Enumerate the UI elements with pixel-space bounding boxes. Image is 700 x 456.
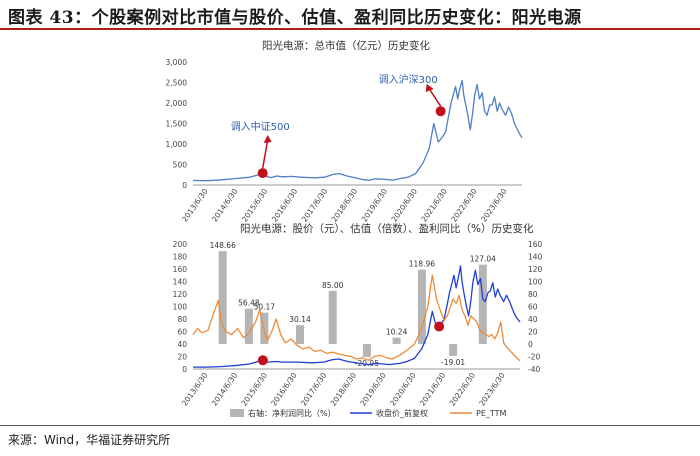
- chart2-bar-label: 30.14: [289, 315, 311, 324]
- chart1-x-tick: 2019/6/30: [360, 187, 390, 224]
- chart2-right-y-tick: 0: [528, 340, 533, 349]
- chart2-growth-bar: [362, 344, 371, 358]
- chart2-x-tick: 2016/6/30: [269, 371, 299, 408]
- chart1-y-tick: 500: [173, 161, 188, 170]
- figure-title: 图表 43：个股案例对比市值与股价、估值、盈利同比历史变化：阳光电源: [8, 8, 582, 28]
- chart2-growth-bar: [218, 251, 227, 344]
- source-note: 来源：Wind，华福证券研究所: [8, 433, 171, 447]
- chart1-annotation-label: 调入中证500: [231, 120, 290, 133]
- legend-label-pe: PE_TTM: [476, 409, 507, 418]
- chart2-right-y-tick: 20: [528, 328, 538, 337]
- chart2-legend: 右轴：净利润同比（%） 收盘价_前复权 PE_TTM: [230, 408, 507, 418]
- chart2-pe-line: [192, 274, 521, 362]
- chart1-arrow-head: [263, 135, 272, 143]
- legend-label-price: 收盘价_前复权: [376, 408, 428, 418]
- chart1-y-tick: 2,500: [166, 79, 188, 88]
- chart1-y-tick: 1,500: [166, 120, 188, 129]
- chart1-title: 阳光电源：总市值（亿元）历史变化: [262, 39, 430, 52]
- chart1-annotation-arrow: [261, 139, 269, 169]
- chart1-x-tick: 2020/6/30: [390, 187, 420, 224]
- chart2-left-y-tick: 40: [177, 340, 187, 349]
- chart2-left-y-tick: 160: [173, 265, 188, 274]
- chart2-x-tick: 2021/6/30: [418, 371, 448, 408]
- chart1-x-tick: 2013/6/30: [180, 187, 210, 224]
- chart2-x-tick: 2023/6/30: [477, 371, 507, 408]
- chart2-left-y-tick: 120: [173, 290, 188, 299]
- market-cap-chart: 阳光电源：总市值（亿元）历史变化 3,000 2,500 2,000 1,500 1,0…: [166, 39, 523, 224]
- chart2-bar-label: 56.48: [238, 299, 260, 308]
- title-rule: [0, 28, 700, 30]
- chart2-right-y-tick: 40: [528, 315, 538, 324]
- legend-label-growth: 右轴：净利润同比（%）: [248, 408, 336, 418]
- chart2-right-y-tick: 80: [528, 290, 538, 299]
- chart2-x-tick: 2020/6/30: [388, 371, 418, 408]
- chart1-event-marker: [257, 168, 268, 179]
- chart2-growth-bar: [478, 264, 487, 344]
- chart2-x-tick: 2018/6/30: [329, 371, 359, 408]
- chart2-event-marker: [257, 355, 268, 366]
- chart2-right-y-tick: -20: [528, 353, 540, 362]
- chart2-bar-label: 127.04: [470, 255, 496, 264]
- chart2-x-tick: 2022/6/30: [448, 371, 478, 408]
- chart2-title: 阳光电源：股价（元）、估值（倍数）、盈利同比（%）历史变化: [240, 222, 534, 235]
- source-rule: [0, 425, 700, 426]
- chart1-x-tick: 2022/6/30: [449, 187, 479, 224]
- chart2-left-y-tick: 180: [173, 253, 188, 262]
- chart1-x-tick: 2023/6/30: [479, 187, 509, 224]
- chart2-left-y-tick: 80: [177, 315, 187, 324]
- chart2-left-y-tick: 60: [177, 328, 187, 337]
- chart2-right-y-tick: 120: [528, 265, 543, 274]
- chart2-bar-label: 10.24: [386, 328, 408, 337]
- chart1-market-cap-line: [192, 79, 523, 182]
- legend-swatch-growth: [230, 409, 244, 417]
- chart2-bar-label: -20.95: [355, 359, 379, 368]
- chart2-bar-label: 50.17: [254, 303, 276, 312]
- chart1-annotation-arrow: [428, 87, 442, 107]
- chart2-event-marker: [434, 321, 445, 332]
- chart1-x-tick: 2017/6/30: [300, 187, 330, 224]
- chart2-growth-bar: [392, 337, 401, 344]
- chart2-left-y-tick: 200: [173, 240, 188, 249]
- chart2-right-y-tick: 140: [528, 253, 543, 262]
- chart2-left-y-tick: 20: [177, 353, 187, 362]
- chart-canvas: 阳光电源：总市值（亿元）历史变化 3,000 2,500 2,000 1,500 1,0…: [166, 39, 543, 418]
- chart2-left-y-tick: 100: [173, 303, 188, 312]
- chart2-left-y-tick: 140: [173, 278, 188, 287]
- chart1-x-tick: 2016/6/30: [270, 187, 300, 224]
- chart2-x-tick: 2017/6/30: [299, 371, 329, 408]
- chart2-left-y-tick: 0: [182, 365, 187, 374]
- chart1-x-tick: 2014/6/30: [210, 187, 240, 224]
- chart1-x-tick: 2015/6/30: [240, 187, 270, 224]
- chart2-x-tick: 2014/6/30: [210, 371, 240, 408]
- chart1-y-tick: 1,000: [166, 140, 188, 149]
- price-pe-chart: 阳光电源：股价（元）、估值（倍数）、盈利同比（%）历史变化 2001801601…: [173, 222, 543, 408]
- chart2-growth-bar: [244, 308, 253, 344]
- chart2-growth-bar: [449, 344, 458, 356]
- chart2-right-y-tick: 100: [528, 278, 543, 287]
- chart2-right-y-tick: -40: [528, 365, 540, 374]
- chart2-growth-bar: [328, 290, 337, 344]
- chart2-bar-label: -19.01: [441, 358, 465, 367]
- chart1-annotation-label: 调入沪深300: [379, 73, 438, 86]
- chart1-x-tick: 2021/6/30: [419, 187, 449, 224]
- chart1-x-tick: 2018/6/30: [330, 187, 360, 224]
- chart1-y-tick: 2,000: [166, 99, 188, 108]
- chart2-right-y-tick: 160: [528, 240, 543, 249]
- chart2-price-line: [193, 265, 521, 368]
- chart2-bar-label: 118.96: [409, 260, 435, 269]
- chart1-y-tick: 3,000: [166, 58, 188, 67]
- chart2-right-y-tick: 60: [528, 303, 538, 312]
- chart1-arrow-head: [425, 84, 434, 92]
- chart2-bar-label: 148.66: [210, 241, 236, 250]
- chart2-growth-bar: [296, 325, 305, 344]
- chart2-growth-bar: [417, 269, 426, 344]
- chart1-y-tick: 0: [182, 181, 187, 190]
- chart2-bar-label: 85.00: [322, 281, 344, 290]
- chart2-x-tick: 2019/6/30: [358, 371, 388, 408]
- chart2-x-tick: 2015/6/30: [240, 371, 270, 408]
- chart1-event-marker: [435, 106, 446, 117]
- chart2-x-tick: 2013/6/30: [180, 371, 210, 408]
